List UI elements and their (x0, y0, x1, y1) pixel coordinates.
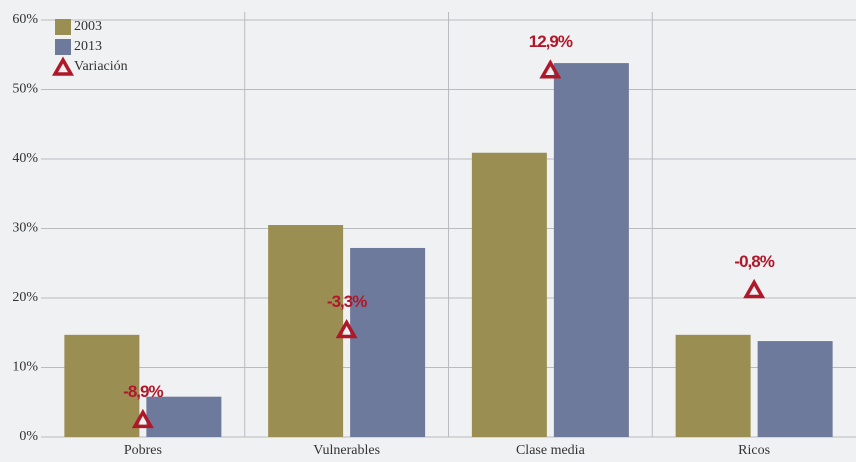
data-label: -3,3% (327, 292, 367, 311)
x-tick-label: Ricos (738, 443, 770, 458)
bar (757, 341, 833, 437)
bar (471, 152, 547, 437)
legend-swatch (55, 19, 71, 35)
data-label: -8,9% (123, 382, 163, 401)
variation-marker (131, 408, 154, 429)
data-label: 12,9% (529, 32, 573, 51)
y-tick-label: 40% (12, 151, 38, 166)
variation-marker (539, 59, 562, 79)
variation-marker (743, 278, 766, 299)
bar (553, 63, 629, 438)
y-tick-label: 20% (12, 290, 38, 305)
legend-marker (51, 56, 75, 76)
y-tick-label: 30% (12, 221, 38, 236)
legend-swatch (55, 39, 71, 55)
x-tick-label: Vulnerables (313, 443, 380, 458)
bar (146, 396, 222, 437)
legend-label: 2013 (74, 39, 102, 54)
bar (268, 225, 344, 437)
variation-marker (335, 319, 358, 339)
legend-label: 2003 (74, 19, 102, 34)
data-label: -0,8% (734, 252, 774, 271)
bar (64, 334, 140, 437)
legend-label: Variación (74, 59, 128, 74)
bar (675, 334, 751, 437)
x-tick-label: Clase media (516, 443, 586, 458)
x-tick-label: Pobres (124, 443, 162, 458)
y-tick-label: 0% (19, 429, 38, 444)
y-tick-label: 10% (12, 360, 38, 375)
y-tick-label: 60% (12, 12, 38, 27)
y-tick-label: 50% (12, 82, 38, 97)
bar (350, 247, 426, 437)
